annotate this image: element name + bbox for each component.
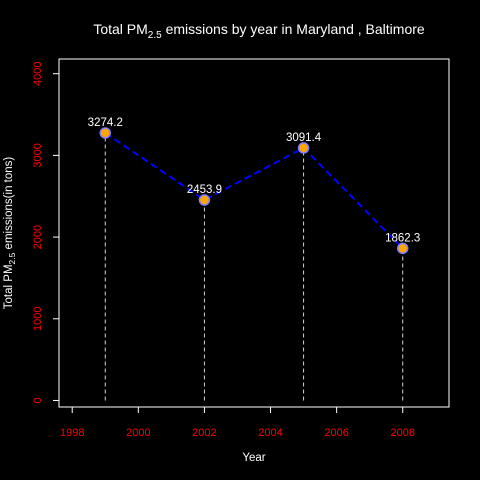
- y-tick-label: 3000: [32, 143, 44, 167]
- y-tick-label: 0: [32, 397, 44, 403]
- data-label: 3274.2: [88, 117, 123, 129]
- x-tick-label: 2006: [324, 427, 348, 439]
- data-point: [297, 142, 310, 154]
- y-tick-label: 1000: [32, 307, 44, 331]
- data-point: [99, 127, 112, 139]
- series-line-group: [104, 132, 404, 250]
- x-tick-label: 2008: [390, 427, 414, 439]
- x-tick-label: 2004: [258, 427, 282, 439]
- x-tick-label: 2002: [192, 427, 216, 439]
- chart-title: Total PM2.5 emissions by year in Marylan…: [93, 21, 425, 41]
- series-line: [104, 132, 404, 250]
- x-axis-label: Year: [242, 452, 265, 464]
- x-axis: 1998 2000 2002 2004 2006 2008: [60, 406, 415, 439]
- data-points: [99, 127, 409, 255]
- data-label: 2453.9: [187, 184, 222, 196]
- y-axis-label: Total PM2.5 emissions(in tons): [3, 157, 17, 310]
- x-tick-label: 1998: [60, 427, 84, 439]
- data-point: [396, 242, 409, 255]
- x-tick-label: 2000: [126, 427, 150, 439]
- y-axis: 0 1000 2000 3000 4000: [32, 61, 60, 404]
- y-tick-label: 2000: [32, 225, 44, 249]
- data-label: 3091.4: [286, 132, 322, 144]
- data-labels: 3274.2 2453.9 3091.4 1862.3: [88, 117, 421, 244]
- drop-lines: [104, 132, 404, 401]
- y-tick-label: 4000: [32, 61, 44, 85]
- data-point: [198, 194, 211, 206]
- data-label: 1862.3: [385, 232, 420, 244]
